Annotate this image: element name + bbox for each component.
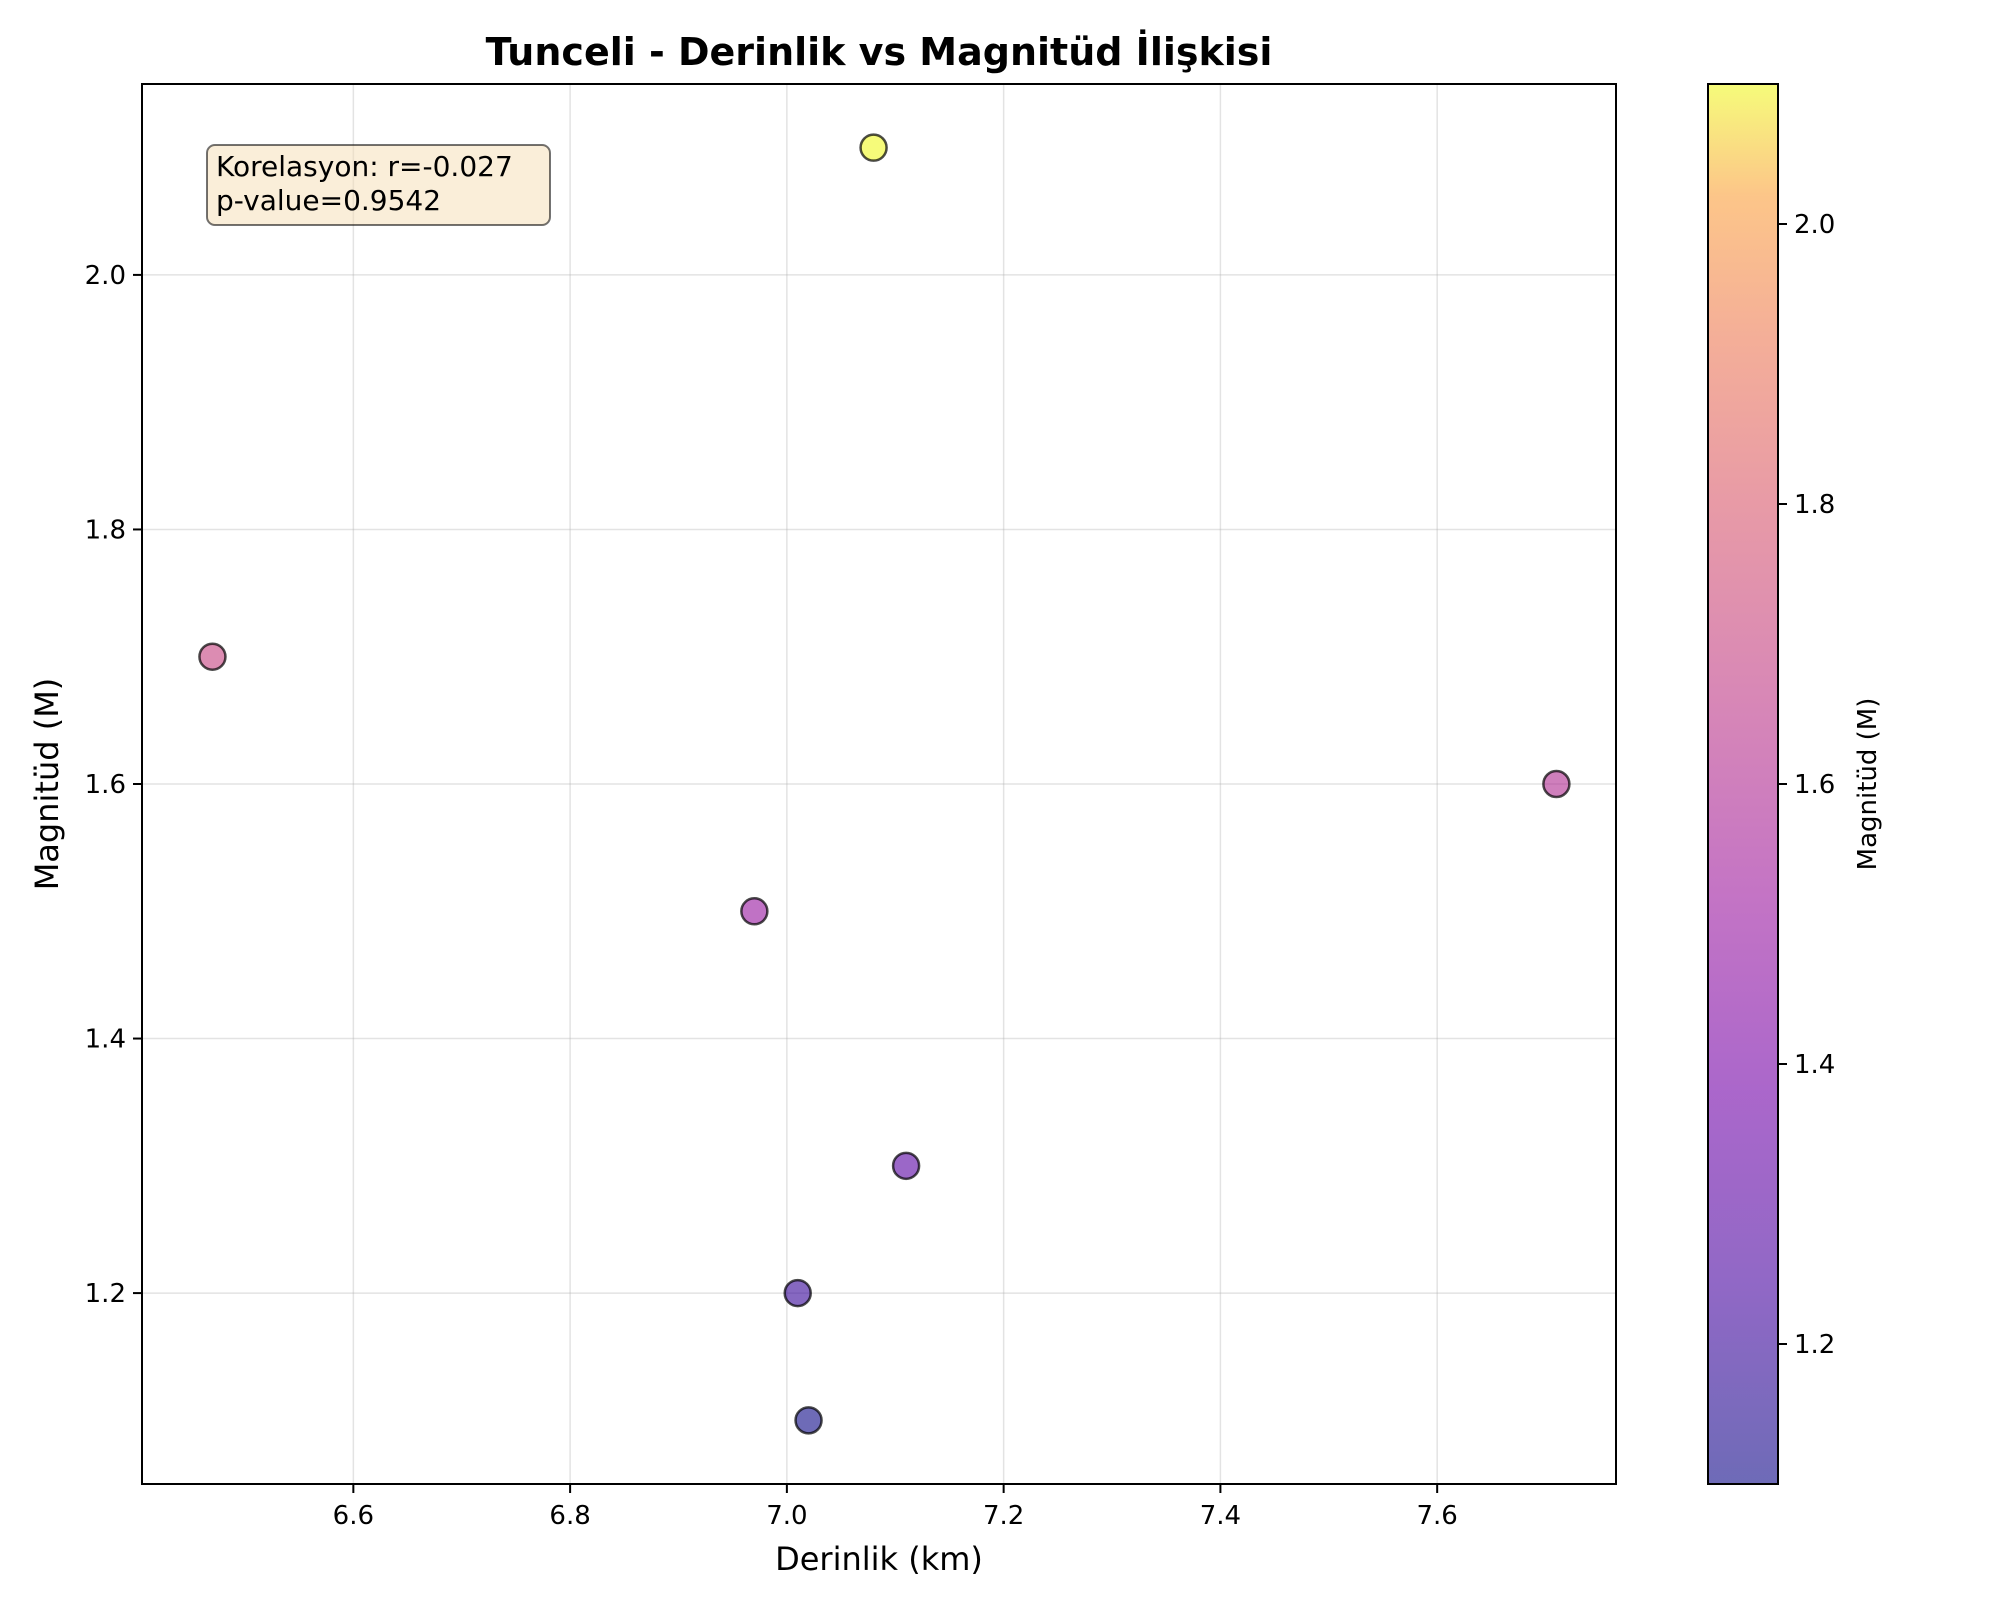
colorbar-tick-label: 1.6 <box>1794 770 1835 800</box>
x-axis-ticks: 6.6 6.8 7.0 7.2 7.4 7.6 <box>333 1484 1458 1531</box>
colorbar-tick-label: 1.2 <box>1794 1330 1835 1360</box>
y-tick-label: 1.8 <box>85 515 126 545</box>
x-tick-label: 6.6 <box>333 1501 374 1531</box>
y-tick-label: 1.6 <box>85 770 126 800</box>
x-tick-label: 7.2 <box>983 1501 1024 1531</box>
data-point <box>740 897 769 926</box>
colorbar: 1.2 1.4 1.6 1.8 2.0 Magnitüd (M) <box>1707 83 1883 1485</box>
x-tick-label: 6.8 <box>549 1501 590 1531</box>
data-point <box>859 133 888 162</box>
colorbar-ticks: 1.2 1.4 1.6 1.8 2.0 <box>1778 210 1835 1360</box>
x-tick-label: 7.4 <box>1200 1501 1241 1531</box>
annotation-line-1: Korelasyon: r=-0.027 <box>216 150 513 183</box>
x-tick-label: 7.0 <box>766 1501 807 1531</box>
colorbar-tick-label: 1.4 <box>1794 1050 1835 1080</box>
data-point <box>1542 769 1571 799</box>
annotation-line-2: p-value=0.9542 <box>216 184 441 217</box>
colorbar-tick-label: 2.0 <box>1794 210 1835 240</box>
data-points <box>198 133 1571 1435</box>
x-axis-label: Derinlik (km) <box>775 1540 983 1578</box>
data-point <box>198 642 227 671</box>
grid-lines <box>142 84 1616 1484</box>
data-point <box>794 1406 823 1435</box>
y-tick-label: 1.2 <box>85 1279 126 1309</box>
chart-title: Tunceli - Derinlik vs Magnitüd İlişkisi <box>486 30 1273 74</box>
colorbar-tick-label: 1.8 <box>1794 490 1835 520</box>
y-tick-label: 2.0 <box>85 261 126 291</box>
x-tick-label: 7.6 <box>1416 1501 1457 1531</box>
data-point <box>891 1151 921 1181</box>
data-point <box>783 1278 812 1308</box>
colorbar-label: Magnitüd (M) <box>1853 698 1883 871</box>
y-tick-label: 1.4 <box>85 1025 126 1055</box>
colorbar-gradient <box>1707 83 1779 1485</box>
annotation-box: Korelasyon: r=-0.027 p-value=0.9542 <box>206 144 551 226</box>
y-axis-label: Magnitüd (M) <box>28 678 66 891</box>
y-axis-ticks: 1.2 1.4 1.6 1.8 2.0 <box>85 261 142 1309</box>
